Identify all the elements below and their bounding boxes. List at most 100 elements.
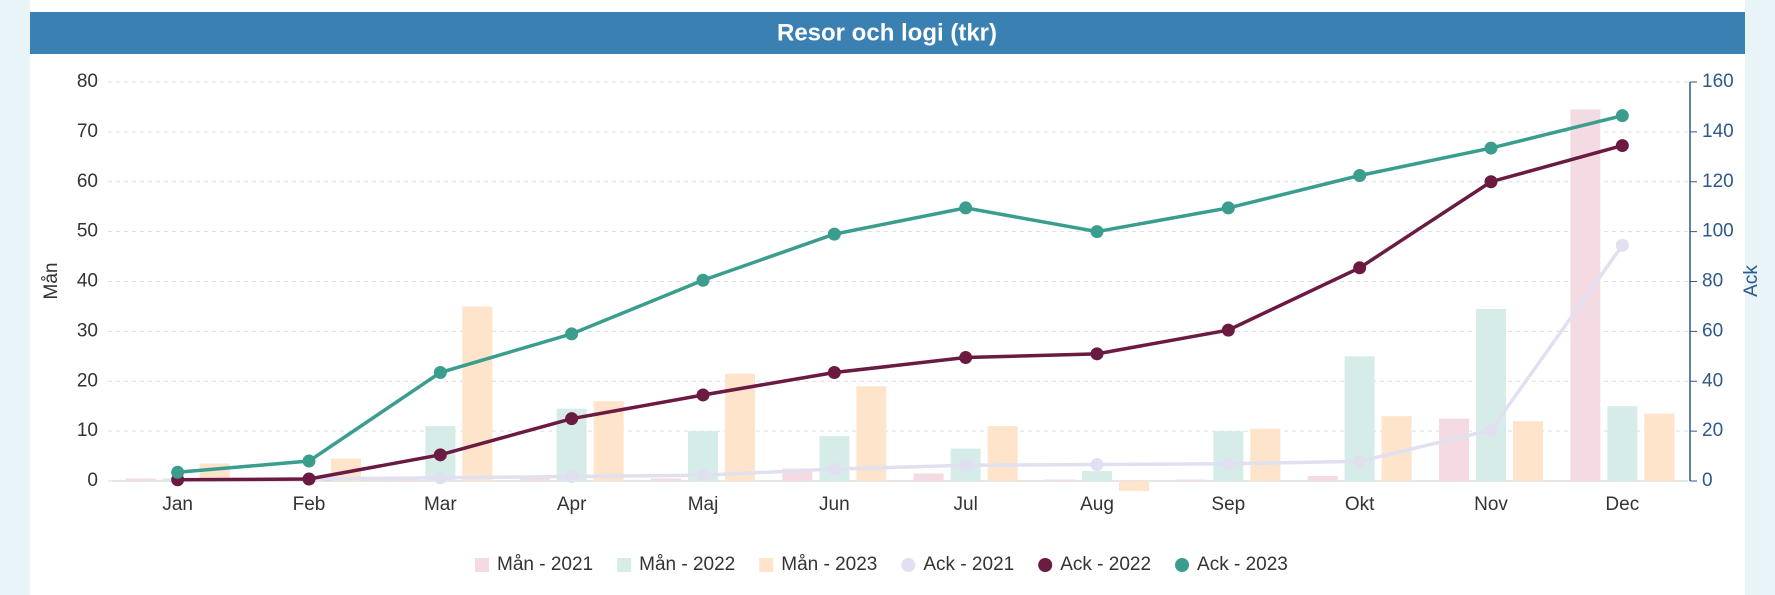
x-tick-label: Jun: [819, 494, 850, 515]
bar: [651, 478, 681, 481]
legend-label: Mån - 2021: [497, 554, 593, 575]
point: [827, 462, 841, 476]
y2-tick-label: 60: [1702, 320, 1723, 341]
bar: [1307, 476, 1338, 481]
bar: [519, 478, 550, 481]
y2-tick-label: 120: [1702, 171, 1734, 192]
bar: [1119, 481, 1149, 491]
line: [177, 244, 1624, 482]
bar: [1513, 421, 1543, 481]
point: [696, 468, 710, 482]
x-tick-label: Okt: [1345, 494, 1375, 515]
bar: [331, 458, 361, 481]
point: [171, 465, 185, 479]
point: [1090, 458, 1104, 472]
point: [827, 366, 841, 380]
legend-swatch: [759, 558, 774, 572]
point: [1353, 261, 1367, 275]
point: [302, 472, 316, 486]
legend-label: Mån - 2022: [639, 554, 735, 575]
y2-tick-label: 40: [1702, 370, 1723, 391]
bar: [856, 386, 887, 481]
y-tick-label: 30: [77, 320, 98, 341]
x-tick-label: Nov: [1474, 494, 1508, 515]
bar: [1176, 479, 1207, 481]
panel: [30, 0, 1745, 595]
legend-label: Ack - 2022: [1060, 554, 1151, 575]
x-tick-label: Mar: [424, 494, 457, 515]
y2-tick-label: 0: [1702, 470, 1713, 491]
point: [1090, 347, 1104, 361]
point: [1484, 141, 1498, 155]
point: [1484, 423, 1498, 437]
point: [1484, 175, 1498, 189]
bar: [125, 478, 156, 481]
point: [1221, 323, 1235, 337]
bar: [1644, 413, 1675, 481]
y-tick-label: 80: [77, 71, 98, 92]
legend-swatch: [901, 558, 916, 572]
bar: [1439, 418, 1469, 481]
x-tick-label: Jul: [954, 494, 978, 515]
point: [1221, 457, 1235, 471]
point: [565, 412, 579, 426]
point: [827, 227, 841, 241]
bar: [1213, 431, 1244, 481]
line: [177, 143, 1623, 482]
point: [433, 448, 447, 462]
x-tick-label: Aug: [1080, 494, 1114, 515]
point: [1615, 238, 1629, 252]
legend-label: Ack - 2023: [1197, 554, 1288, 575]
y2-axis-label: Ack: [1741, 265, 1762, 297]
chart-title: Resor och logi (tkr): [777, 19, 997, 46]
legend-swatch: [1175, 558, 1190, 572]
point: [696, 273, 710, 287]
x-tick-label: Apr: [557, 494, 587, 515]
point: [565, 327, 579, 341]
point: [696, 388, 710, 402]
point: [1353, 454, 1367, 468]
legend-label: Ack - 2021: [923, 554, 1014, 575]
bar: [1476, 308, 1506, 481]
bar: [987, 426, 1018, 481]
point: [959, 458, 973, 472]
point: [1615, 109, 1629, 123]
title-bar: [30, 12, 1745, 54]
bar: [1045, 479, 1075, 481]
bar: [1607, 406, 1638, 481]
point: [1615, 139, 1629, 153]
y-tick-label: 70: [77, 121, 98, 142]
point: [1221, 201, 1235, 215]
point: [433, 471, 447, 485]
point: [959, 351, 973, 365]
y-tick-label: 0: [87, 470, 98, 491]
y-tick-label: 50: [77, 221, 98, 242]
y2-tick-label: 160: [1702, 71, 1734, 92]
legend-swatch: [1038, 558, 1053, 572]
y-tick-label: 60: [77, 171, 98, 192]
bar: [1082, 471, 1112, 481]
x-tick-label: Sep: [1211, 494, 1245, 515]
point: [565, 470, 579, 484]
legend-label: Mån - 2023: [781, 554, 877, 575]
y-tick-label: 10: [77, 420, 98, 441]
point: [433, 366, 447, 380]
y2-tick-label: 20: [1702, 420, 1723, 441]
y2-tick-label: 140: [1702, 121, 1734, 142]
y-tick-label: 40: [77, 271, 98, 292]
legend-swatch: [617, 558, 632, 572]
y-tick-label: 20: [77, 370, 98, 391]
bar: [462, 306, 493, 481]
x-tick-label: Jan: [162, 494, 193, 515]
bar: [913, 473, 944, 481]
x-tick-label: Feb: [293, 494, 326, 515]
point: [959, 201, 973, 215]
y2-tick-label: 80: [1702, 271, 1723, 292]
point: [1090, 225, 1104, 239]
point: [302, 454, 316, 468]
legend-swatch: [475, 558, 489, 572]
x-tick-label: Maj: [688, 494, 719, 515]
x-tick-label: Dec: [1605, 494, 1639, 515]
